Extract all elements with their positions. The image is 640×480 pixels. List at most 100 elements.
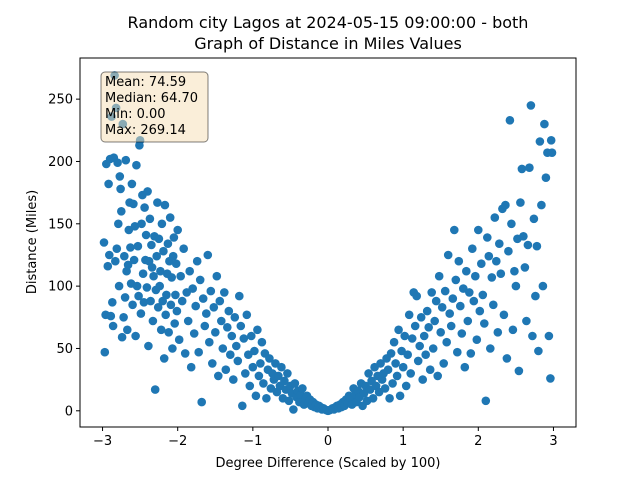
scatter-point (416, 313, 426, 322)
scatter-point (368, 394, 378, 403)
scatter-point (114, 219, 123, 229)
scatter-point (200, 321, 210, 331)
scatter-point (157, 219, 167, 229)
scatter-point (472, 335, 482, 345)
stat-mean: Mean: 74.59 (105, 75, 186, 90)
scatter-point (525, 163, 534, 172)
scatter-point (510, 266, 519, 276)
scatter-point (298, 384, 307, 393)
scatter-point (230, 313, 240, 322)
scatter-point (169, 233, 179, 242)
scatter-point (407, 334, 417, 343)
stat-median: Median: 64.70 (105, 91, 198, 106)
scatter-point (221, 365, 231, 375)
scatter-point (130, 222, 140, 231)
scatter-point (113, 158, 122, 167)
scatter-point (145, 214, 155, 224)
scatter-point (395, 391, 405, 401)
scatter-point (511, 281, 521, 291)
stat-max: Max: 269.14 (105, 123, 186, 138)
scatter-point (146, 296, 155, 306)
scatter-point (152, 251, 161, 261)
scatter-point (108, 321, 118, 331)
scatter-point (388, 379, 397, 388)
scatter-point (406, 369, 416, 378)
scatter-point (147, 263, 157, 272)
scatter-point (505, 116, 515, 125)
scatter-point (454, 256, 464, 266)
scatter-point (149, 271, 158, 281)
scatter-point (141, 230, 151, 240)
scatter-point (140, 203, 149, 212)
scatter-point (156, 266, 165, 276)
scatter-point (534, 346, 543, 356)
scatter-point (242, 310, 252, 320)
scatter-point (400, 331, 410, 341)
scatter-point (133, 241, 143, 251)
scatter-point (364, 369, 373, 378)
scatter-point (121, 155, 131, 165)
scatter-point (241, 369, 250, 378)
x-tick-label: −1 (243, 434, 262, 449)
scatter-point (168, 344, 177, 353)
scatter-point (450, 225, 459, 235)
scatter-point (457, 329, 467, 338)
scatter-point (431, 296, 441, 306)
scatter-point (128, 300, 137, 310)
scatter-point (209, 303, 219, 312)
scatter-point (419, 331, 429, 341)
scatter-point (138, 269, 148, 279)
scatter-point (165, 213, 175, 222)
scatter-point (439, 359, 449, 368)
scatter-point (170, 319, 179, 328)
x-tick-label: 2 (474, 434, 482, 449)
scatter-point (478, 290, 488, 300)
scatter-point (117, 207, 126, 216)
scatter-point (412, 291, 422, 301)
scatter-point (490, 213, 500, 222)
scatter-point (104, 179, 113, 189)
scatter-point (245, 381, 255, 391)
scatter-point (227, 331, 237, 341)
scatter-point (434, 271, 444, 281)
scatter-point (214, 371, 223, 381)
scatter-point (531, 291, 540, 301)
scatter-point (248, 362, 258, 372)
scatter-point (413, 356, 423, 366)
scatter-point (541, 173, 551, 182)
scatter-point (166, 300, 176, 310)
scatter-point (156, 325, 166, 335)
scatter-point (493, 328, 503, 337)
scatter-point (176, 271, 185, 281)
stats-box: Mean: 74.59 Median: 64.70 Min: 0.00 Max:… (100, 71, 209, 143)
scatter-point (289, 405, 298, 414)
scatter-point (389, 337, 399, 347)
scatter-point (425, 365, 435, 375)
scatter-point (532, 241, 542, 251)
scatter-point (153, 198, 162, 207)
scatter-point (481, 396, 491, 406)
scatter-point (421, 350, 431, 360)
x-tick-label: −3 (93, 434, 112, 449)
scatter-point (253, 325, 262, 335)
scatter-point (99, 238, 109, 247)
scatter-point (139, 298, 149, 307)
scatter-point (235, 291, 244, 301)
scatter-point (161, 310, 170, 320)
scatter-point (192, 256, 202, 266)
scatter-points (99, 71, 557, 416)
scatter-point (489, 300, 498, 310)
scatter-point (529, 214, 539, 224)
scatter-point (142, 283, 152, 292)
x-axis-label: Degree Difference (Scaled by 100) (216, 456, 441, 471)
chart-title-line-1: Random city Lagos at 2024-05-15 09:00:00… (128, 13, 529, 32)
y-tick-label: 150 (48, 217, 73, 232)
scatter-point (471, 271, 480, 281)
scatter-point (154, 234, 164, 244)
y-tick-label: 100 (48, 280, 73, 295)
scatter-point (208, 359, 217, 368)
x-axis-ticks: −3 −2 −1 0 1 2 3 (93, 427, 558, 449)
scatter-point (220, 288, 229, 297)
scatter-point (474, 225, 483, 235)
